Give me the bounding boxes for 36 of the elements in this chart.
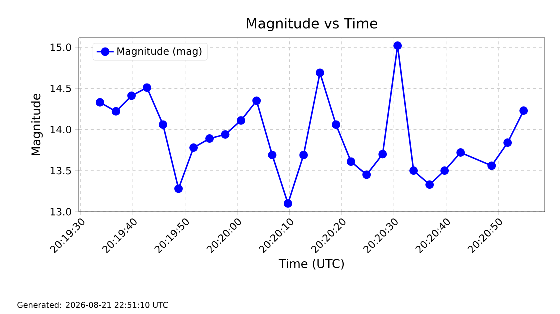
- point: [300, 151, 308, 160]
- point: [128, 92, 136, 100]
- point: [362, 170, 372, 180]
- point: [440, 166, 450, 176]
- point: [488, 162, 496, 170]
- y-tick-label: 13.5: [50, 167, 72, 175]
- y-axis-title: Magnitude: [31, 94, 43, 156]
- point: [456, 148, 466, 158]
- point: [112, 107, 120, 116]
- point: [206, 134, 214, 144]
- point: [332, 120, 340, 130]
- point: [346, 158, 356, 166]
- point: [190, 144, 198, 152]
- point: [158, 120, 168, 130]
- chart-title: Magnitude vs Time: [247, 18, 378, 32]
- y-tick-label: 15.0: [50, 44, 72, 52]
- point: [174, 184, 184, 194]
- y-tick-label: 14.0: [50, 126, 72, 134]
- point: [268, 151, 277, 160]
- x-axis-title: Time (UTC): [278, 259, 344, 270]
- point: [378, 150, 388, 159]
- point: [96, 98, 104, 107]
- point: [236, 116, 246, 125]
- legend-label: Magnitude (mag): [118, 47, 202, 58]
- point: [520, 106, 528, 116]
- y-tick-label: 14.5: [50, 84, 72, 92]
- point: [394, 42, 402, 50]
- point: [410, 166, 418, 176]
- point: [426, 180, 434, 190]
- point: [142, 84, 152, 92]
- y-tick-label: 13.0: [50, 208, 72, 216]
- point: [316, 68, 324, 78]
- point: [504, 138, 512, 148]
- point: [252, 96, 262, 106]
- point: [284, 200, 292, 208]
- point: [221, 130, 230, 139]
